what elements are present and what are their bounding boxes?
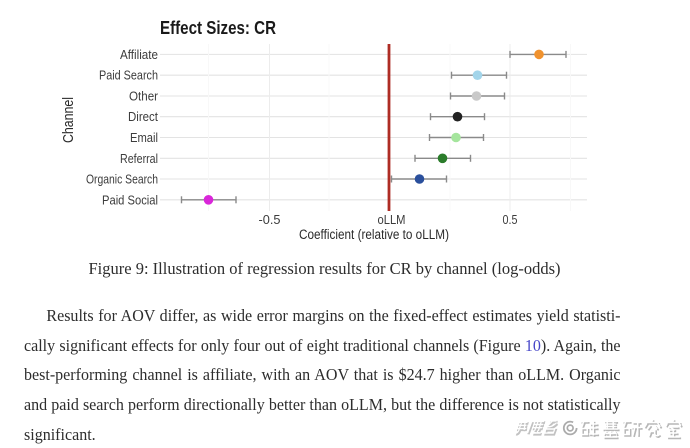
svg-text:Channel: Channel bbox=[61, 97, 77, 143]
svg-text:Direct: Direct bbox=[128, 110, 158, 124]
svg-text:0.5: 0.5 bbox=[503, 213, 518, 227]
svg-text:Referral: Referral bbox=[120, 152, 158, 166]
svg-text:Coefficient (relative to oLLM): Coefficient (relative to oLLM) bbox=[299, 227, 449, 242]
svg-text:Email: Email bbox=[130, 131, 158, 145]
svg-text:Organic Search: Organic Search bbox=[86, 173, 158, 187]
svg-text:Paid Search: Paid Search bbox=[99, 69, 158, 83]
svg-text:oLLM: oLLM bbox=[378, 213, 406, 227]
svg-text:Affiliate: Affiliate bbox=[120, 48, 158, 62]
svg-text:-0.5: -0.5 bbox=[259, 213, 281, 227]
svg-text:Other: Other bbox=[129, 90, 158, 104]
svg-text:Effect Sizes: CR: Effect Sizes: CR bbox=[160, 18, 276, 38]
svg-text:Paid Social: Paid Social bbox=[102, 193, 158, 207]
